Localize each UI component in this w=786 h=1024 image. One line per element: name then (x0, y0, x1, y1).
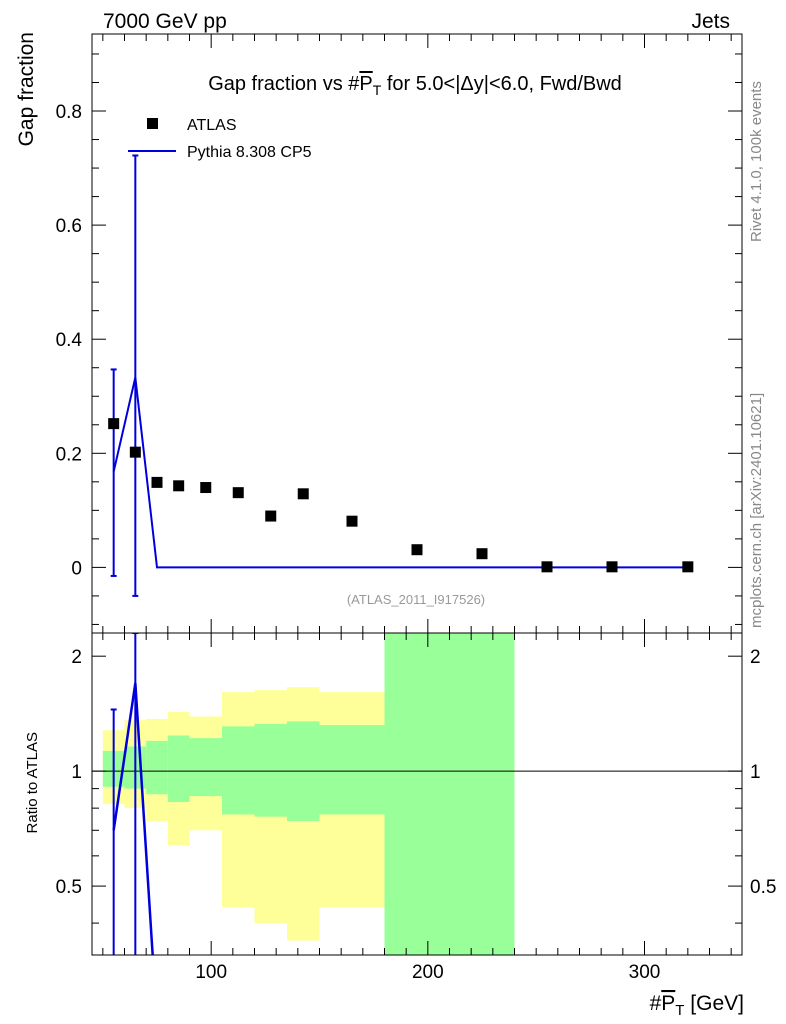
title-prefix: Gap fraction vs # (208, 73, 360, 95)
ratio-band-green-2 (146, 740, 168, 795)
ratio-uncertainty-bands (102, 633, 515, 955)
legend-atlas-marker (147, 118, 158, 129)
ratio-tick-label-right-0: 0.5 (750, 877, 776, 898)
atlas-point-9 (411, 544, 423, 556)
title-t-subscript: T (373, 82, 382, 98)
x-label-prefix: # (650, 992, 662, 1015)
ratio-frame (91, 632, 743, 956)
analysis-id-label: (ATLAS_2011_I917526) (347, 592, 485, 607)
ratio-band-green-5 (222, 726, 255, 815)
pythia-line (112, 377, 688, 569)
header-left-label: 7000 GeV pp (103, 10, 227, 33)
ratio-tick-label-right-2: 2 (750, 647, 761, 668)
y-tick-label-2: 0.4 (56, 330, 83, 351)
mcplots-label: mcplots.cern.ch [arXiv:2401.10621] (748, 393, 765, 628)
atlas-point-3 (173, 480, 185, 492)
y-axis-label: Gap fraction (15, 32, 38, 146)
title-suffix: for 5.0<|Δy|<6.0, Fwd/Bwd (381, 73, 622, 95)
ratio-band-green-4 (189, 738, 222, 797)
ratio-plot-marks (92, 633, 742, 955)
plot-title: Gap fraction vs #PT for 5.0<|Δy|<6.0, Fw… (208, 73, 622, 98)
y-tick-label-0: 0 (71, 558, 82, 579)
header-right-label: Jets (691, 10, 730, 33)
x-tick-label-300: 300 (629, 962, 661, 983)
atlas-point-7 (297, 488, 309, 500)
x-label-suffix: [GeV] (684, 992, 744, 1015)
atlas-point-4 (200, 482, 212, 494)
axes: 100 200 300 0 0.2 0.4 0.6 0.8 0.5 0.5 1 1 2 2 (56, 33, 776, 983)
main-plot-marks (108, 154, 694, 597)
rivet-version-label: Rivet 4.1.0, 100k events (748, 81, 765, 242)
legend-atlas-label: ATLAS (187, 117, 237, 134)
pythia-series (110, 154, 688, 597)
atlas-point-13 (682, 561, 694, 573)
title-p-symbol: P (359, 73, 372, 95)
atlas-point-12 (606, 561, 618, 573)
ratio-band-green-8 (319, 725, 385, 815)
ratio-tick-label-left-2: 2 (71, 647, 82, 668)
atlas-point-1 (129, 446, 141, 458)
ratio-band-green-9 (384, 633, 515, 955)
legend-pythia-label: Pythia 8.308 CP5 (187, 144, 312, 161)
ratio-band-green-6 (254, 723, 287, 817)
ratio-y-axis-label: Ratio to ATLAS (24, 732, 41, 833)
x-label-t-subscript: T (675, 1002, 684, 1019)
atlas-point-5 (232, 487, 244, 499)
ratio-tick-label-left-1: 1 (71, 762, 82, 783)
ratio-pythia-group (110, 633, 154, 955)
x-tick-label-200: 200 (412, 962, 444, 983)
x-tick-label-100: 100 (195, 962, 227, 983)
x-axis-label: #PT [GeV] (650, 992, 744, 1019)
atlas-point-6 (265, 510, 277, 522)
y-tick-label-3: 0.6 (56, 216, 82, 237)
y-tick-label-1: 0.2 (56, 444, 82, 465)
atlas-point-2 (151, 476, 163, 488)
ratio-band-green-3 (167, 735, 190, 803)
ratio-tick-label-right-1: 1 (750, 762, 761, 783)
y-tick-label-4: 0.8 (56, 102, 82, 123)
ratio-tick-label-left-0: 0.5 (56, 877, 82, 898)
atlas-point-8 (346, 515, 358, 527)
atlas-point-0 (108, 418, 120, 430)
atlas-point-10 (476, 548, 488, 560)
atlas-point-11 (541, 561, 553, 573)
x-label-p-symbol: P (661, 992, 675, 1015)
